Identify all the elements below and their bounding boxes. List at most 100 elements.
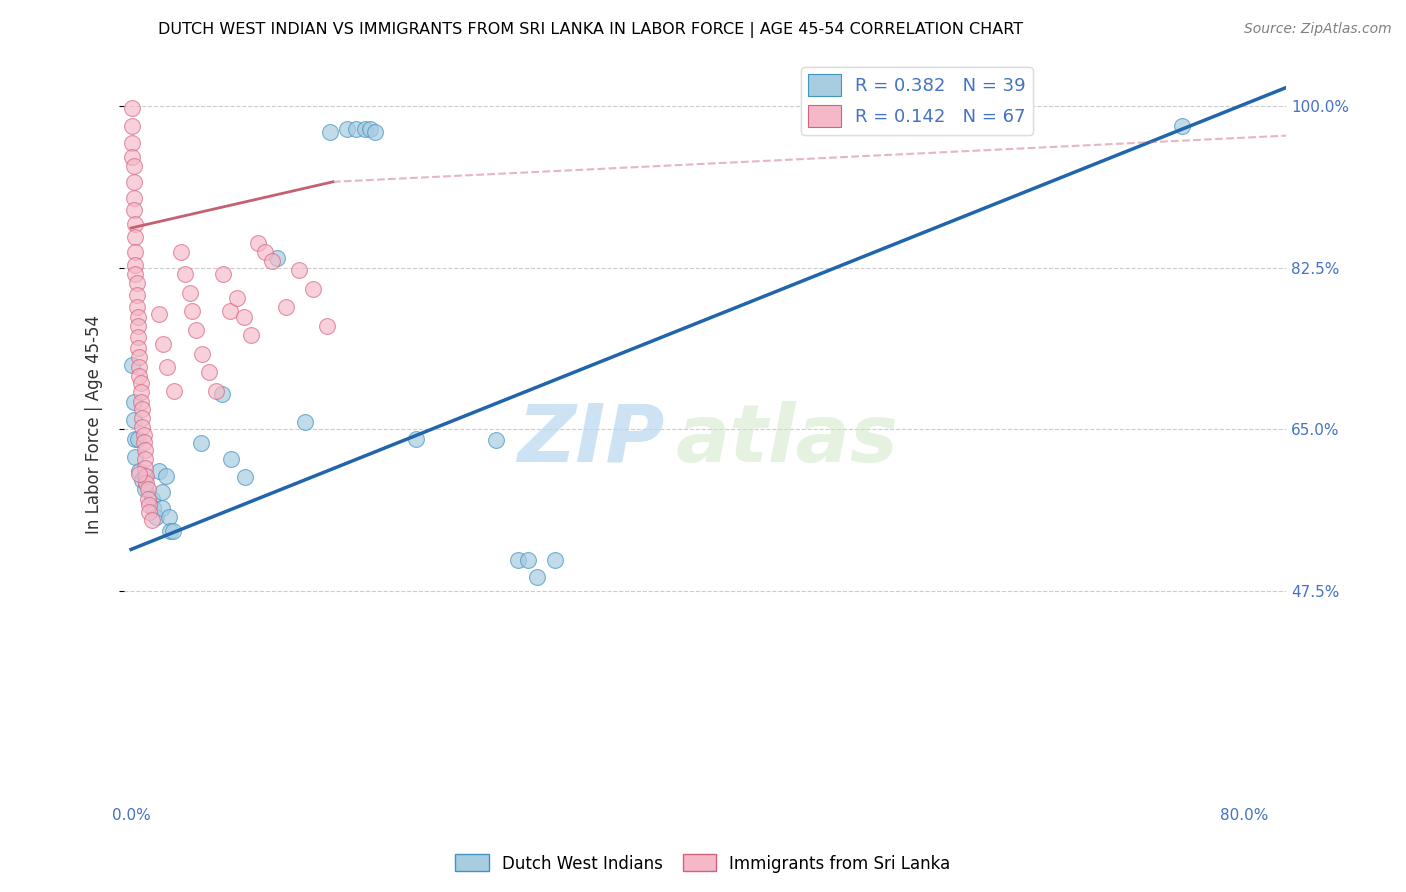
Point [124,258,146,272]
Point [150,485,173,500]
Point [134,451,156,466]
Point [181,304,204,318]
Point [288,263,311,277]
Point [359,122,381,136]
Point [124,245,146,260]
Point [127,341,149,355]
Y-axis label: In Labor Force | Age 45-54: In Labor Force | Age 45-54 [86,315,103,534]
Point [128,351,150,365]
Point [135,468,157,483]
Point [336,122,359,136]
Point [127,432,149,446]
Point [122,191,145,205]
Point [246,235,269,250]
Point [121,358,143,372]
Point [129,394,152,409]
Point [131,420,153,434]
Point [127,310,149,324]
Point [121,101,143,115]
Point [131,473,153,487]
Point [127,330,149,344]
Point [124,217,146,231]
Point [131,402,153,417]
Point [363,125,385,139]
Point [544,553,567,567]
Point [516,553,538,567]
Point [134,468,156,483]
Point [191,346,214,360]
Point [156,359,179,374]
Legend: Dutch West Indians, Immigrants from Sri Lanka: Dutch West Indians, Immigrants from Sri … [449,847,957,880]
Point [122,175,145,189]
Point [266,252,288,266]
Point [128,464,150,478]
Point [274,301,297,315]
Text: DUTCH WEST INDIAN VS IMMIGRANTS FROM SRI LANKA IN LABOR FORCE | AGE 45-54 CORREL: DUTCH WEST INDIAN VS IMMIGRANTS FROM SRI… [157,22,1024,38]
Point [132,428,155,442]
Point [526,570,548,584]
Point [125,277,148,291]
Point [148,307,170,321]
Point [205,384,228,398]
Point [122,413,145,427]
Point [218,304,240,318]
Point [128,359,150,374]
Point [138,498,160,512]
Point [155,468,177,483]
Point [157,510,180,524]
Point [124,450,146,464]
Point [163,384,186,398]
Point [225,291,247,305]
Point [129,376,152,391]
Point [239,328,262,343]
Point [150,500,173,515]
Point [128,368,150,383]
Point [198,365,221,379]
Point [145,510,167,524]
Point [212,267,235,281]
Point [316,318,339,333]
Point [125,301,148,315]
Point [253,245,276,260]
Point [219,451,242,466]
Point [141,513,163,527]
Point [211,387,233,401]
Point [136,483,159,497]
Text: atlas: atlas [676,401,898,479]
Point [121,150,143,164]
Point [179,285,201,300]
Point [186,322,208,336]
Point [232,310,254,324]
Point [190,436,212,450]
Legend: R = 0.382   N = 39, R = 0.142   N = 67: R = 0.382 N = 39, R = 0.142 N = 67 [801,67,1033,135]
Point [122,394,145,409]
Point [124,432,146,446]
Point [1170,120,1192,134]
Point [170,245,193,260]
Point [294,415,316,429]
Point [346,122,368,136]
Point [174,267,197,281]
Point [122,202,145,217]
Point [148,464,170,478]
Point [134,483,156,497]
Point [127,318,149,333]
Text: ZIP: ZIP [517,401,665,479]
Point [319,125,342,139]
Point [142,500,165,515]
Text: Source: ZipAtlas.com: Source: ZipAtlas.com [1244,22,1392,37]
Point [125,288,148,302]
Point [131,411,153,425]
Point [302,282,325,296]
Point [129,385,152,400]
Point [122,159,145,173]
Point [135,475,157,490]
Point [260,254,283,268]
Point [233,470,256,484]
Point [124,267,146,281]
Point [128,467,150,481]
Point [405,432,427,446]
Point [141,491,163,506]
Point [121,120,143,134]
Point [152,337,174,351]
